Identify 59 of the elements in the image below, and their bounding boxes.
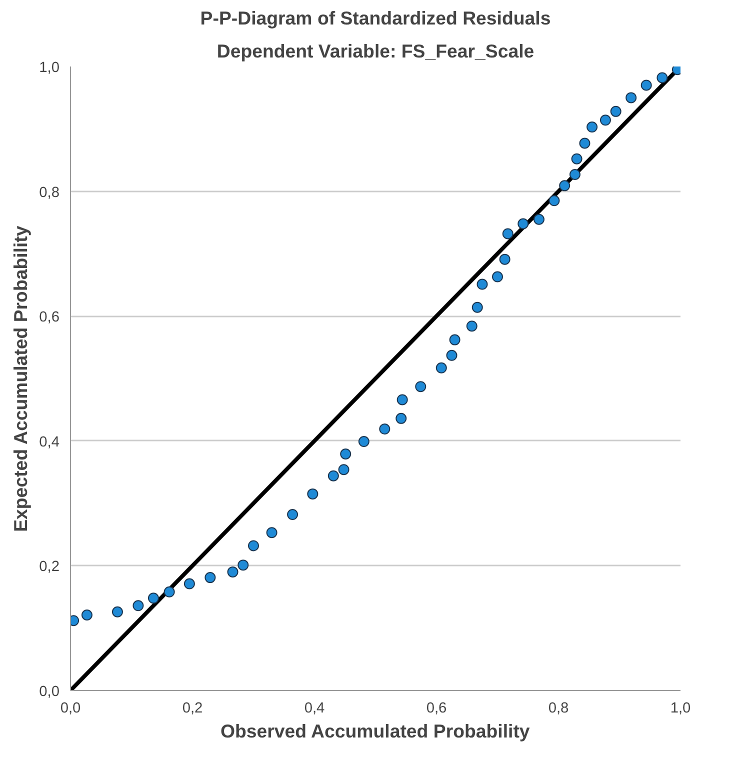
point	[600, 114, 611, 126]
point	[492, 271, 503, 282]
point	[396, 412, 407, 424]
point	[112, 606, 123, 618]
x-tick-label: 0,6	[426, 700, 447, 716]
chart-subtitle: Dependent Variable: FS_Fear_Scale	[216, 40, 534, 62]
point	[148, 592, 159, 604]
point	[396, 394, 408, 406]
point	[81, 610, 92, 620]
point	[640, 80, 652, 91]
y-tick-label: 0,2	[39, 559, 60, 576]
point	[132, 600, 144, 612]
y-tick-label: 0,4	[39, 434, 60, 450]
point	[358, 436, 370, 448]
point	[238, 560, 249, 571]
y-tick-label: 0,8	[39, 184, 60, 201]
point	[340, 448, 352, 460]
point	[379, 424, 390, 435]
point	[548, 195, 560, 206]
point	[466, 320, 478, 332]
point	[449, 334, 460, 346]
y-axis-title: Expected Accumulated Probability	[10, 225, 32, 532]
point	[533, 214, 544, 225]
point	[338, 464, 350, 476]
point	[569, 168, 580, 180]
point	[204, 572, 216, 584]
point	[656, 72, 668, 84]
point	[626, 92, 637, 104]
point	[518, 218, 529, 230]
point	[184, 578, 195, 590]
y-tick-label: 0,0	[39, 684, 60, 700]
x-tick-label: 0,2	[182, 700, 203, 716]
x-tick-label: 0,0	[60, 700, 81, 716]
point	[446, 350, 458, 361]
point	[415, 381, 426, 392]
point	[472, 302, 483, 313]
x-axis-title: Observed Accumulated Probability	[220, 720, 530, 742]
point	[248, 540, 259, 552]
point	[164, 586, 175, 598]
x-tick-label: 0,8	[548, 700, 569, 716]
point	[586, 122, 598, 133]
point	[559, 180, 570, 192]
point	[227, 566, 238, 578]
chart-title: P-P-Diagram of Standardized Residuals	[200, 8, 551, 28]
point	[571, 153, 582, 164]
y-tick-label: 0,6	[39, 310, 60, 326]
y-tick-label: 1,0	[39, 60, 60, 76]
point	[328, 470, 339, 482]
point	[287, 509, 298, 520]
point	[436, 362, 447, 374]
point	[266, 527, 278, 538]
point	[579, 138, 590, 149]
point	[499, 254, 510, 265]
x-tick-label: 0,4	[304, 700, 325, 716]
point	[307, 488, 318, 500]
point	[476, 278, 488, 290]
point	[502, 228, 514, 240]
x-tick-label: 1,0	[670, 700, 691, 716]
point	[610, 106, 622, 117]
